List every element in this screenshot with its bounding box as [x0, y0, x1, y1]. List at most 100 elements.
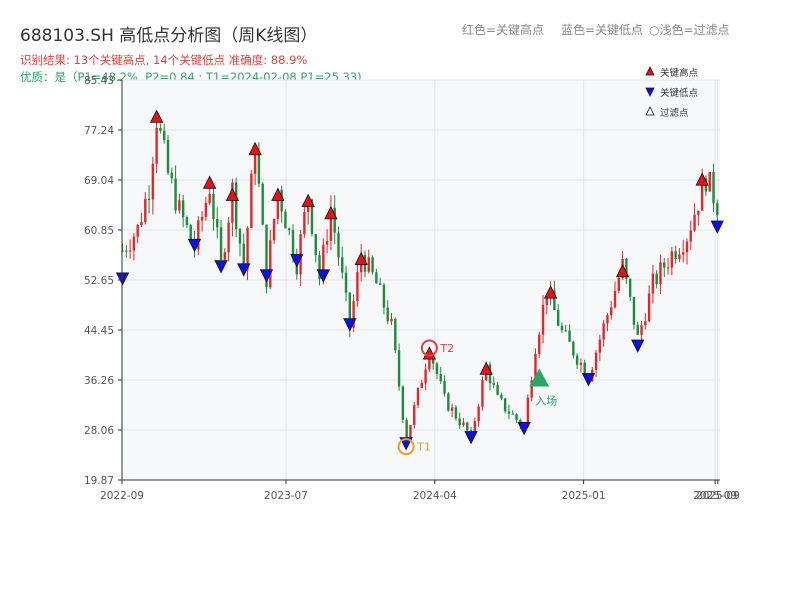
- candle-body: [511, 413, 514, 415]
- candle: [128, 239, 132, 259]
- candle: [663, 257, 666, 277]
- y-tick-label: 69.04: [84, 175, 114, 187]
- candle: [204, 196, 208, 221]
- key-low-marker: [710, 220, 724, 234]
- axes: 19.87 28.06 36.26 44.45 52.65 60.85 69.04 77.24…: [84, 75, 740, 502]
- candle-body: [272, 219, 276, 241]
- candle: [367, 249, 370, 274]
- candle: [166, 135, 170, 176]
- candle-body: [250, 173, 253, 228]
- candle-body: [579, 362, 583, 365]
- candle-body: [132, 236, 136, 251]
- candle-body: [602, 323, 605, 340]
- candle-body: [356, 272, 359, 302]
- candle-body: [197, 220, 200, 250]
- candle: [568, 324, 571, 342]
- candle-body: [663, 262, 666, 268]
- header-legend-blue: 蓝色=关键低点: [561, 23, 644, 37]
- candle-body: [413, 405, 416, 426]
- key-low-marker: [214, 260, 228, 274]
- candle: [712, 163, 715, 212]
- candle: [644, 313, 647, 330]
- candle: [545, 297, 549, 315]
- candle: [435, 361, 439, 380]
- t1-label: T1: [416, 441, 431, 454]
- candle-body: [556, 309, 560, 326]
- candle-body: [261, 183, 264, 225]
- candle-body: [159, 127, 162, 131]
- candle: [610, 300, 613, 320]
- candle-body: [314, 233, 317, 256]
- candle-body: [155, 127, 158, 164]
- candle: [640, 320, 643, 341]
- y-tick-label: 44.45: [84, 325, 114, 337]
- candle: [227, 217, 230, 262]
- candle: [382, 282, 386, 315]
- candle-body: [219, 227, 223, 260]
- subtitle-result: 识别结果: 13个关键高点, 14个关键低点 准确度: 88.9%: [20, 53, 308, 67]
- candle-body: [712, 171, 715, 204]
- candle-body: [265, 224, 268, 288]
- legend-label: 关键低点: [660, 87, 699, 99]
- candle-body: [382, 284, 386, 308]
- y-tick-label: 85.43: [84, 75, 114, 87]
- candle-body: [610, 307, 613, 316]
- candle: [598, 334, 602, 361]
- candle-body: [234, 182, 238, 230]
- candle-body: [447, 393, 450, 411]
- candle: [219, 219, 223, 267]
- candle: [234, 177, 238, 238]
- candle-body: [242, 243, 245, 270]
- candle: [394, 317, 397, 354]
- candle-body: [394, 318, 397, 351]
- candle-body: [371, 257, 374, 273]
- candle: [454, 405, 458, 421]
- legend-marker: [645, 66, 655, 76]
- candle-body: [212, 193, 215, 220]
- candle-body: [685, 241, 689, 253]
- candle: [147, 185, 151, 214]
- key-high-marker: [225, 187, 240, 201]
- candle: [560, 322, 564, 334]
- candle: [458, 412, 461, 430]
- candle-body: [628, 278, 632, 297]
- candle-body: [341, 257, 344, 273]
- key-low-marker: [290, 254, 304, 268]
- candle-body: [693, 214, 696, 231]
- candle-body: [666, 267, 670, 269]
- candle: [216, 207, 219, 239]
- candle-body: [166, 140, 170, 173]
- candle: [318, 250, 321, 286]
- candle-body: [208, 193, 211, 203]
- candle-body: [303, 212, 306, 235]
- x-tick-label: 2022-09: [100, 490, 144, 502]
- candle-body: [352, 301, 355, 328]
- y-tick-label: 19.87: [84, 475, 114, 487]
- candle: [272, 218, 276, 244]
- page-title: 688103.SH 高低点分析图（周K线图）: [20, 26, 318, 46]
- candle: [413, 402, 416, 429]
- candle: [288, 227, 291, 236]
- candle: [197, 216, 200, 256]
- candle: [189, 223, 192, 241]
- legend-label: 过滤点: [660, 107, 689, 119]
- candle-body: [613, 290, 617, 308]
- candle: [344, 265, 348, 302]
- candle-body: [450, 407, 454, 411]
- candle-body: [515, 414, 518, 420]
- candle-body: [269, 240, 272, 288]
- header-legend-red: 红色=关键高点: [462, 23, 545, 37]
- candle-body: [473, 421, 477, 432]
- key-low-marker: [187, 238, 202, 253]
- candle-body: [144, 198, 147, 222]
- candle: [314, 233, 317, 263]
- candle-body: [534, 353, 537, 381]
- key-low-marker: [343, 318, 357, 332]
- candle-body: [617, 277, 620, 291]
- candle: [526, 394, 530, 428]
- candle-body: [545, 297, 549, 305]
- candle: [450, 403, 454, 418]
- header-legend-light: ○浅色=过滤点: [649, 23, 730, 37]
- candle: [200, 211, 204, 232]
